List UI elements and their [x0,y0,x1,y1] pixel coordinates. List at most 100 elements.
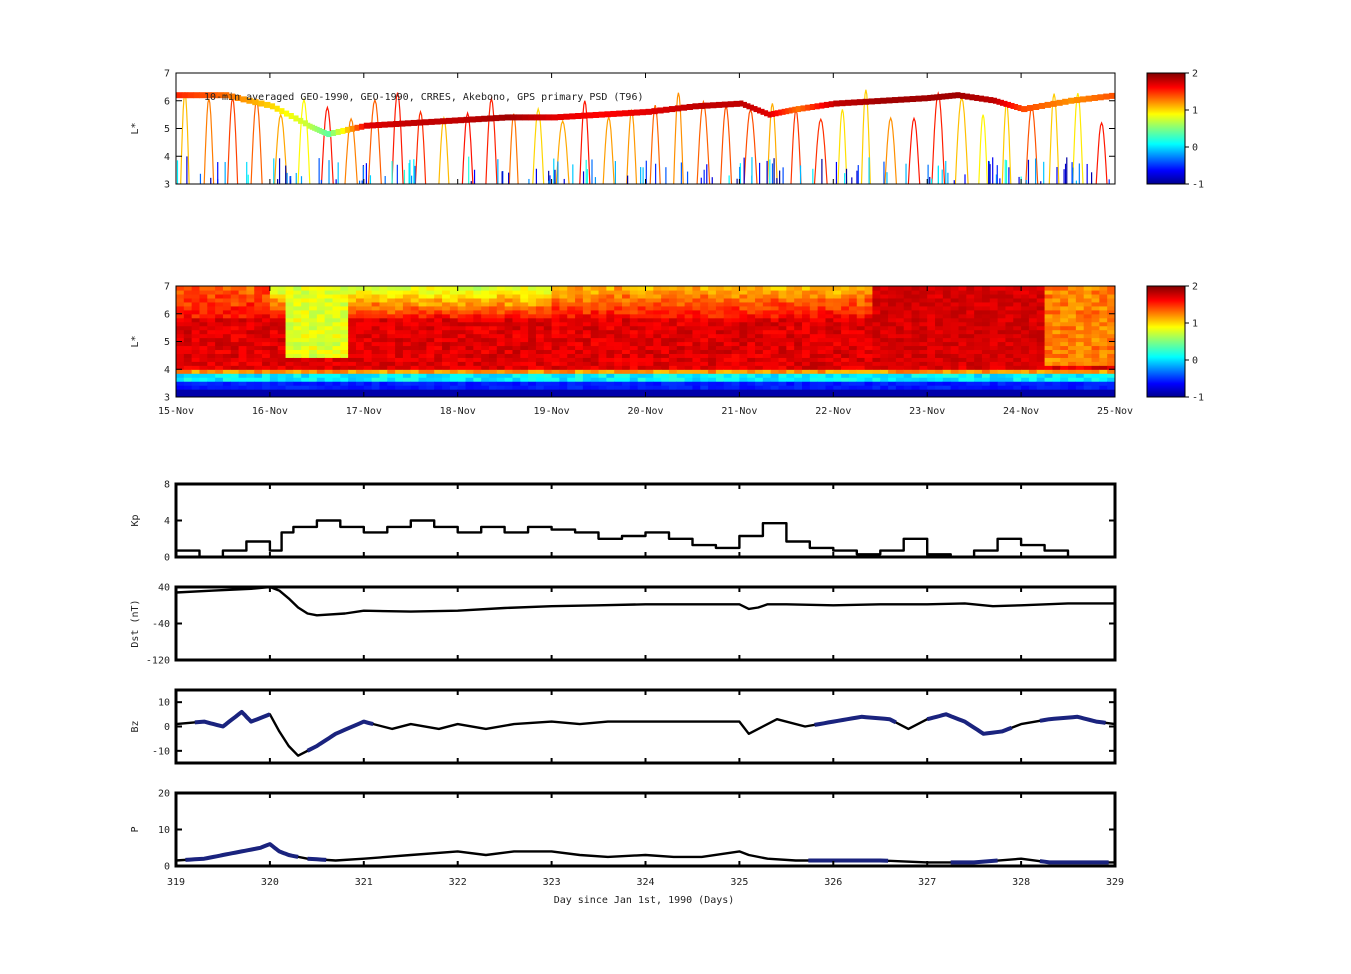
heatmap-cell [794,325,803,331]
heatmap-cell [1083,357,1093,362]
heatmap-cell [1107,301,1115,307]
heatmap-cell [535,389,545,394]
heatmap-cell [457,361,467,366]
heatmap-cell [911,357,920,362]
heatmap-cell [762,337,772,343]
heatmap-cell [684,317,694,323]
heatmap-cell [786,341,795,347]
heatmap-cell [692,297,701,303]
heatmap-cell [199,309,208,315]
y-tick-label: 6 [164,96,170,107]
heatmap-cell [942,325,952,331]
heatmap-cell [1091,317,1100,323]
heatmap-cell [324,289,334,295]
heatmap-cell [942,333,952,339]
heatmap-cell [340,361,349,366]
heatmap-cell [543,305,553,311]
heatmap-cell [919,353,928,358]
heatmap-cell [489,373,498,378]
heatmap-cell [1052,317,1061,323]
heatmap-cell [316,369,326,374]
heatmap-cell [1036,393,1046,397]
heatmap-cell [825,286,834,291]
heatmap-cell [316,329,326,335]
heatmap-cell [402,341,412,347]
heatmap-cell [269,341,279,347]
geo-track-segment [475,116,482,123]
heatmap-cell [348,309,357,315]
x-tick-label: 324 [636,877,654,888]
heatmap-cell [395,333,404,339]
heatmap-cell [1060,369,1069,374]
heatmap-cell [708,385,717,390]
heatmap-cell [794,337,803,343]
observation-arc [1095,121,1108,184]
heatmap-cell [489,301,498,307]
heatmap-cell [457,377,467,382]
heatmap-cell [935,289,944,295]
heatmap-cell [222,357,232,362]
heatmap-cell [379,381,388,386]
heatmap-cell [551,289,561,295]
heatmap-cell [731,365,741,370]
heatmap-cell [825,329,834,335]
heatmap-cell [512,385,521,390]
heatmap-cell [1107,365,1115,370]
heatmap-cell [864,333,874,339]
measured-overlay [306,719,374,753]
heatmap-cell [496,373,506,378]
heatmap-cell [207,325,216,331]
heatmap-cell [183,317,193,323]
heatmap-cell [700,313,709,319]
heatmap-cell [363,321,373,327]
heatmap-cell [911,361,920,366]
heatmap-cell [817,365,827,370]
heatmap-cell [895,361,905,366]
heatmap-cell [434,321,443,327]
heatmap-cell [199,313,208,319]
heatmap-cell [739,393,748,397]
heatmap-cell [1091,381,1100,386]
heatmap-cell [833,329,842,335]
heatmap-cell [387,309,396,315]
heatmap-cell [927,369,936,374]
heatmap-cell [841,313,850,319]
heatmap-cell [614,313,623,319]
heatmap-cell [1021,353,1030,358]
heatmap-cell [410,317,420,323]
heatmap-cell [230,337,240,343]
heatmap-cell [606,365,615,370]
heatmap-cell [551,305,561,311]
heatmap-cell [402,301,412,307]
heatmap-cell [528,393,537,397]
heatmap-cell [1005,361,1014,366]
geo-track-segment [592,111,600,118]
heatmap-cell [254,329,263,335]
geo-track-segment [307,122,311,129]
heatmap-cell [481,333,490,339]
heatmap-cell [489,369,498,374]
heatmap-cell [1013,305,1022,311]
heatmap-cell [739,357,748,362]
heatmap-cell [981,381,991,386]
heatmap-cell [927,329,936,335]
heatmap-cell [1107,385,1115,390]
heatmap-cell [747,293,756,299]
heatmap-cell [778,333,787,339]
heatmap-cell [841,353,850,358]
heatmap-cell [919,385,928,390]
heatmap-cell [324,329,334,335]
heatmap-cell [668,389,678,394]
heatmap-cell [402,381,412,386]
heatmap-cell [1099,345,1108,351]
heatmap-cell [645,345,654,351]
heatmap-cell [817,337,827,343]
heatmap-cell [935,321,944,327]
heatmap-cell [449,317,459,323]
heatmap-cell [371,381,381,386]
geo-track-segment [492,115,500,122]
heatmap-cell [1036,293,1046,299]
heatmap-cell [238,357,248,362]
geo-track-segment [1062,98,1069,105]
heatmap-cell [629,313,639,319]
